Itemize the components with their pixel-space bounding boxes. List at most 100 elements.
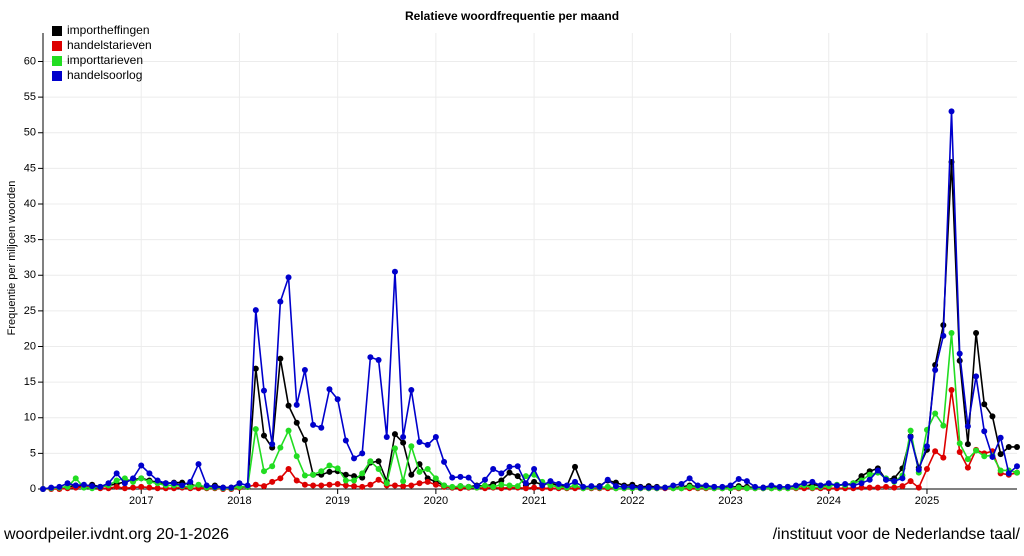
- x-tick-label: 2018: [227, 495, 251, 507]
- data-point: [220, 484, 227, 491]
- x-tick-label: 2024: [817, 495, 841, 507]
- data-point: [277, 298, 284, 305]
- y-tick-label: 60: [24, 55, 36, 67]
- data-point: [948, 329, 955, 336]
- data-point: [252, 481, 259, 488]
- data-point: [113, 470, 120, 477]
- data-point: [604, 483, 611, 490]
- data-point: [522, 473, 529, 480]
- data-point: [735, 476, 742, 483]
- data-point: [948, 386, 955, 393]
- data-point: [400, 439, 407, 446]
- data-point: [547, 482, 554, 489]
- data-point: [408, 386, 415, 393]
- data-point: [907, 433, 914, 440]
- legend-swatch: [52, 26, 62, 36]
- data-point: [97, 483, 104, 490]
- data-point: [923, 466, 930, 473]
- data-point: [252, 426, 259, 433]
- data-point: [301, 481, 308, 488]
- data-point: [637, 484, 644, 491]
- data-point: [72, 475, 79, 482]
- data-point: [457, 483, 464, 490]
- data-point: [989, 413, 996, 420]
- data-point: [850, 482, 857, 489]
- data-point: [211, 483, 218, 490]
- data-point: [375, 476, 382, 483]
- data-point: [547, 478, 554, 485]
- data-point: [711, 483, 718, 490]
- data-point: [694, 482, 701, 489]
- data-point: [121, 480, 128, 487]
- data-point: [932, 448, 939, 455]
- data-point: [891, 478, 898, 485]
- data-point: [359, 450, 366, 457]
- data-point: [301, 436, 308, 443]
- data-point: [293, 453, 300, 460]
- data-point: [1014, 443, 1020, 450]
- data-point: [997, 434, 1004, 441]
- data-point: [563, 482, 570, 489]
- data-point: [981, 401, 988, 408]
- data-point: [318, 482, 325, 489]
- data-point: [940, 422, 947, 429]
- data-point: [588, 483, 595, 490]
- data-point: [424, 441, 431, 448]
- data-point: [301, 367, 308, 374]
- data-point: [138, 475, 145, 482]
- data-point: [612, 483, 619, 490]
- data-point: [342, 482, 349, 489]
- data-point: [498, 477, 505, 484]
- data-point: [285, 466, 292, 473]
- data-point: [842, 481, 849, 488]
- data-point: [293, 401, 300, 408]
- data-point: [522, 485, 529, 492]
- data-point: [514, 463, 521, 470]
- data-point: [735, 484, 742, 491]
- y-tick-label: 0: [30, 483, 36, 495]
- y-tick-label: 45: [24, 162, 36, 174]
- data-point: [883, 483, 890, 490]
- data-point: [408, 443, 415, 450]
- legend-swatch: [52, 56, 62, 66]
- data-point: [465, 483, 472, 490]
- grid: [43, 33, 1017, 490]
- data-point: [506, 463, 513, 470]
- data-point: [858, 484, 865, 491]
- data-point: [121, 485, 128, 492]
- data-point: [416, 438, 423, 445]
- data-point: [956, 448, 963, 455]
- data-point: [334, 465, 341, 472]
- data-point: [351, 473, 358, 480]
- data-point: [531, 484, 538, 491]
- data-point: [113, 477, 120, 484]
- data-point: [130, 484, 137, 491]
- data-point: [236, 480, 243, 487]
- data-point: [702, 482, 709, 489]
- data-point: [498, 470, 505, 477]
- data-point: [170, 480, 177, 487]
- series-line: [42, 161, 1017, 490]
- data-point: [874, 467, 881, 474]
- data-point: [416, 480, 423, 487]
- data-point: [441, 458, 448, 465]
- data-point: [310, 482, 317, 489]
- data-point: [351, 455, 358, 462]
- data-point: [481, 482, 488, 489]
- data-point: [572, 463, 579, 470]
- data-point: [760, 484, 767, 491]
- data-point: [441, 482, 448, 489]
- data-point: [293, 477, 300, 484]
- data-point: [326, 462, 333, 469]
- legend-swatch: [52, 41, 62, 51]
- data-point: [277, 444, 284, 451]
- data-point: [72, 482, 79, 489]
- data-point: [784, 483, 791, 490]
- data-point: [809, 478, 816, 485]
- y-tick-label: 40: [24, 198, 36, 210]
- data-point: [359, 483, 366, 490]
- data-point: [260, 468, 267, 475]
- data-point: [1005, 443, 1012, 450]
